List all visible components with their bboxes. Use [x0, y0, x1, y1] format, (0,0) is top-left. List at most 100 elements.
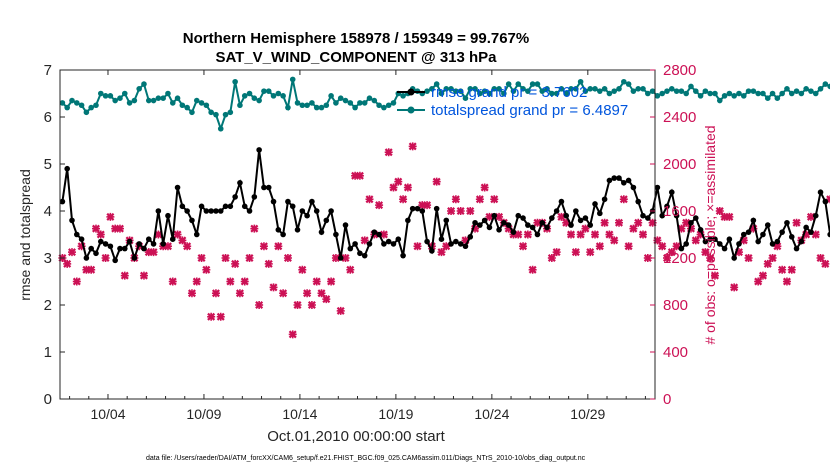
obs-point [389, 183, 398, 192]
rmse-point [309, 198, 315, 205]
obs-point [115, 224, 124, 233]
rmse-point [597, 210, 603, 217]
totalspread-point [313, 104, 320, 111]
obs-point [240, 277, 249, 286]
rmse-point [304, 212, 310, 219]
totalspread-point [270, 93, 277, 99]
rmse-point [467, 234, 474, 240]
right-axis-ticks: 0 400 800 1200 1600 2000 2400 2800 [650, 62, 696, 408]
rmse-point [150, 241, 157, 247]
totalspread-point [241, 93, 248, 99]
obs-point [168, 277, 177, 286]
totalspread-point [549, 90, 555, 97]
totalspread-point [145, 97, 152, 104]
rmse-point [611, 175, 618, 181]
obs-point [183, 242, 192, 251]
obs-point [730, 283, 739, 292]
obs-point [586, 248, 595, 257]
rmse-point [731, 255, 737, 261]
rmse-point [121, 245, 128, 252]
legend-label: totalspread grand pr = 6.4897 [431, 102, 628, 119]
obs-point [629, 224, 638, 233]
rmse-point [160, 241, 166, 247]
totalspread-point [673, 88, 680, 94]
rmse-point [117, 245, 123, 252]
totalspread-point [529, 81, 536, 87]
totalspread-point [83, 109, 90, 116]
legend-label: rmse grand pr = 3.7602 [431, 84, 587, 101]
totalspread-point [539, 88, 546, 94]
rmse-point [443, 217, 450, 224]
obs-point [173, 230, 182, 239]
obs-point [557, 212, 566, 221]
totalspread-point [788, 90, 795, 97]
rmse-point [755, 238, 761, 245]
obs-point [715, 207, 724, 215]
obs-point [327, 277, 336, 286]
rmse-point [318, 229, 325, 235]
obs-point [403, 183, 412, 192]
rmse-point [673, 212, 680, 219]
rmse-point [385, 238, 392, 245]
rmse-point [654, 184, 661, 191]
rmse-point [107, 243, 114, 250]
rmse-point [213, 208, 219, 214]
totalspread-point [150, 97, 157, 104]
totalspread-point [621, 78, 627, 85]
totalspread-point [573, 86, 579, 92]
rmse-point [179, 203, 186, 210]
obs-point [706, 254, 715, 262]
obs-point [744, 254, 753, 262]
obs-point [101, 254, 110, 262]
totalspread-point [702, 88, 709, 94]
totalspread-point [505, 81, 512, 87]
obs-point [216, 312, 225, 321]
rmse-point [549, 215, 555, 221]
obs-point [816, 254, 825, 262]
obs-point [778, 265, 787, 274]
totalspread-point [237, 102, 243, 109]
totalspread-point [357, 100, 363, 106]
rmse-point [621, 180, 627, 186]
rmse-point [798, 238, 805, 245]
plot-frame [59, 69, 656, 400]
obs-point [192, 277, 201, 286]
rmse-point [640, 212, 646, 219]
totalspread-point [457, 88, 464, 94]
totalspread-point [803, 86, 809, 92]
obs-point [317, 289, 326, 298]
totalspread-point [347, 100, 354, 106]
rmse-point [505, 222, 512, 228]
totalspread-point [121, 90, 128, 97]
rmse-point [280, 231, 286, 238]
rmse-point [409, 205, 416, 212]
totalspread-point [592, 86, 598, 92]
rmse-point [568, 222, 574, 228]
totalspread-point [59, 100, 66, 106]
totalspread-point [467, 86, 474, 92]
totalspread-point [784, 86, 790, 92]
totalspread-point [342, 97, 349, 104]
obs-point [408, 142, 417, 151]
totalspread-point [716, 97, 723, 104]
rmse-point [371, 229, 378, 235]
obs-point [710, 271, 719, 280]
left-axis-label: rmse and totalspread [17, 169, 33, 301]
rmse-point [697, 227, 704, 233]
totalspread-point [265, 88, 272, 94]
totalspread-point [740, 93, 747, 99]
totalspread-point [117, 95, 123, 101]
rmse-point [736, 241, 742, 247]
rmse-point [760, 231, 766, 238]
rmse-point [294, 227, 301, 233]
left-tick-label: 2 [44, 297, 52, 314]
rmse-point [217, 208, 224, 214]
obs-point [451, 195, 460, 204]
rmse-point [573, 208, 579, 214]
rmse-point [323, 217, 330, 224]
obs-point [250, 224, 259, 233]
x-tick-label: 10/04 [90, 406, 125, 422]
rmse-point [141, 245, 147, 252]
rmse-point [256, 147, 262, 153]
rmse-point [275, 227, 282, 233]
